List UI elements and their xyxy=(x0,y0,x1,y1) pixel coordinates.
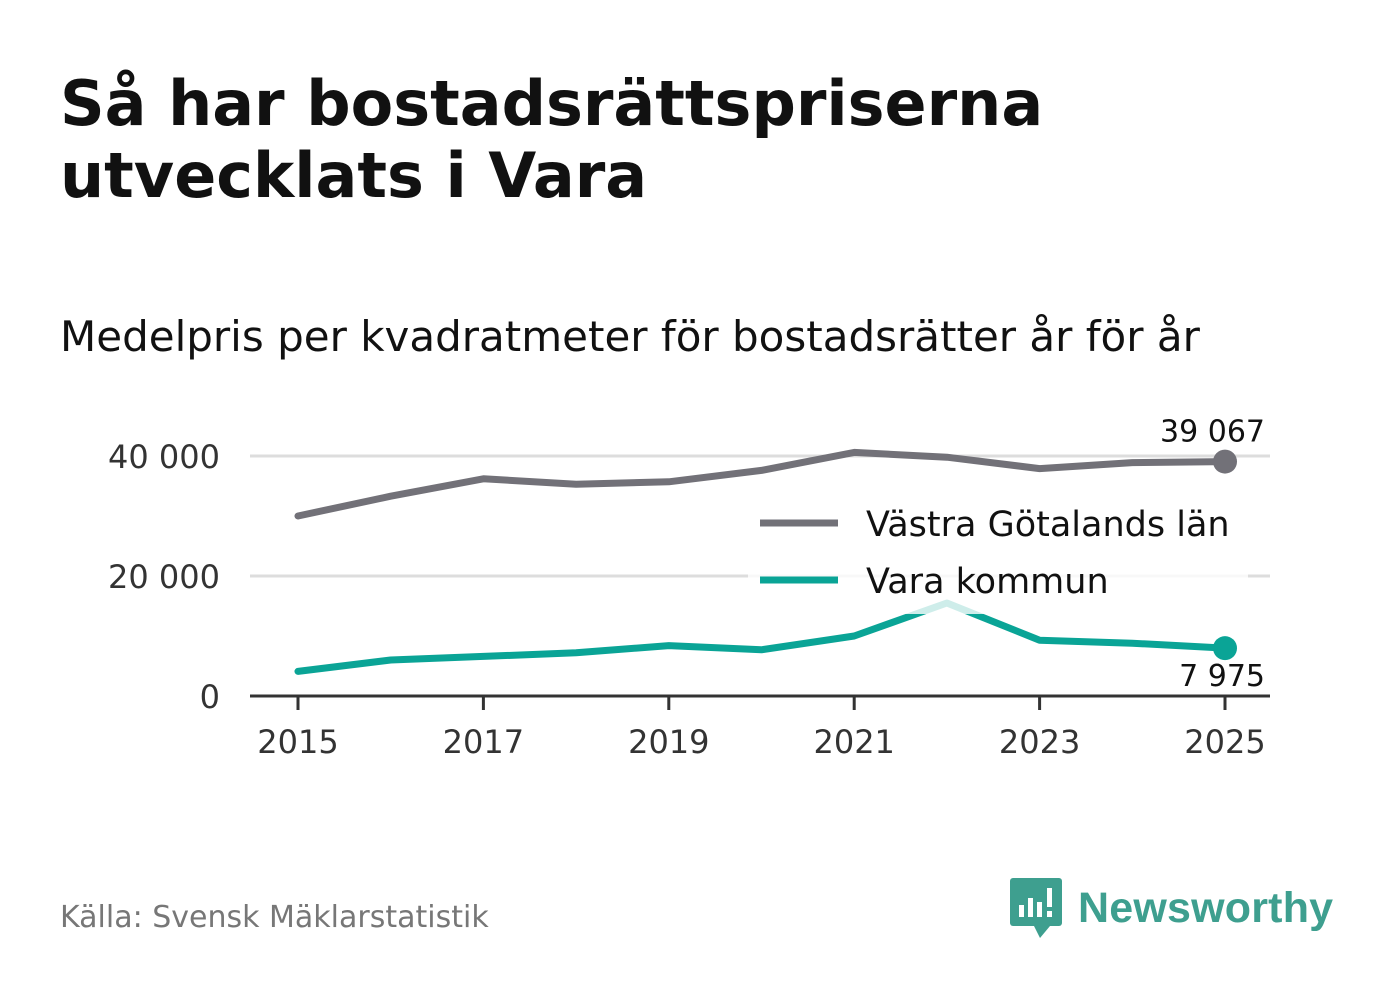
brand-name: Newsworthy xyxy=(1078,883,1334,932)
series-end-point-1 xyxy=(1213,636,1237,661)
brand-logo[interactable]: Newsworthy xyxy=(1010,878,1333,938)
y-tick-label: 40 000 xyxy=(108,438,220,476)
legend-background xyxy=(748,494,1248,614)
y-tick-label: 0 xyxy=(200,678,220,716)
x-tick-label: 2015 xyxy=(257,723,338,761)
chart-subtitle: Medelpris per kvadratmeter för bostadsrä… xyxy=(60,312,1200,361)
x-tick-label: 2023 xyxy=(999,723,1080,761)
series-end-label-0: 39 067 xyxy=(1160,415,1265,450)
legend-label-1: Vara kommun xyxy=(866,562,1109,602)
chart-title: Så har bostadsrättspriserna utvecklats i… xyxy=(60,67,1044,212)
series-line-1 xyxy=(294,599,1229,675)
newsworthy-logo-icon xyxy=(1010,878,1062,938)
x-tick-label: 2025 xyxy=(1184,723,1265,761)
legend-label-0: Västra Götalands län xyxy=(866,505,1230,545)
source-note: Källa: Svensk Mäklarstatistik xyxy=(60,900,489,935)
y-tick-label: 20 000 xyxy=(108,558,220,596)
x-tick-label: 2017 xyxy=(443,723,524,761)
series-end-point-0 xyxy=(1213,449,1237,474)
x-tick-label: 2021 xyxy=(813,723,894,761)
line-chart: 0 20 000 40 000 2015 2017 2019 2021 2023 2025 Väs… xyxy=(108,415,1270,761)
series-line-0 xyxy=(294,448,1229,520)
x-tick-label: 2019 xyxy=(628,723,709,761)
series-end-label-1: 7 975 xyxy=(1179,659,1265,694)
